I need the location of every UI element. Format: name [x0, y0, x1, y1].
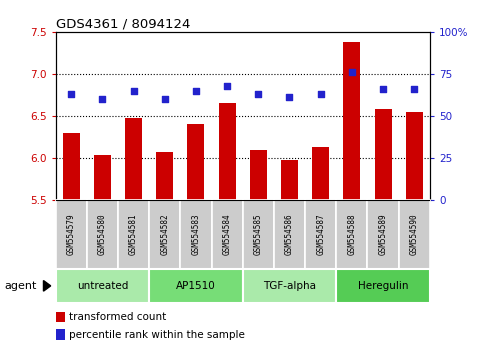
Bar — [398, 200, 430, 269]
Text: GSM554581: GSM554581 — [129, 214, 138, 255]
Bar — [56, 312, 65, 322]
Bar — [274, 200, 305, 269]
Bar — [187, 124, 204, 200]
Bar — [149, 200, 180, 269]
Text: GSM554586: GSM554586 — [285, 214, 294, 255]
Text: GSM554590: GSM554590 — [410, 214, 419, 255]
Point — [411, 86, 418, 92]
Text: GSM554583: GSM554583 — [191, 214, 200, 255]
Text: transformed count: transformed count — [69, 312, 166, 322]
Text: GSM554589: GSM554589 — [379, 214, 387, 255]
Bar — [336, 200, 368, 269]
Text: GDS4361 / 8094124: GDS4361 / 8094124 — [56, 18, 190, 31]
Text: GSM554580: GSM554580 — [98, 214, 107, 255]
Bar — [374, 109, 392, 200]
Bar — [406, 112, 423, 200]
Bar — [56, 200, 87, 269]
Point — [223, 83, 231, 88]
Bar — [281, 160, 298, 200]
Bar — [63, 133, 80, 200]
Point — [285, 95, 293, 100]
Bar — [242, 200, 274, 269]
Point — [99, 96, 106, 102]
Text: untreated: untreated — [77, 281, 128, 291]
Bar — [343, 42, 360, 200]
Text: GSM554579: GSM554579 — [67, 214, 76, 255]
Bar — [156, 152, 173, 200]
Bar — [218, 103, 236, 200]
Text: Heregulin: Heregulin — [358, 281, 408, 291]
Text: agent: agent — [5, 281, 37, 291]
Bar — [56, 329, 65, 340]
Point — [67, 91, 75, 97]
Bar — [180, 200, 212, 269]
Bar — [149, 269, 242, 303]
Bar — [336, 269, 430, 303]
Point — [379, 86, 387, 92]
Text: GSM554585: GSM554585 — [254, 214, 263, 255]
Text: GSM554588: GSM554588 — [347, 214, 356, 255]
Point — [129, 88, 137, 93]
Text: AP1510: AP1510 — [176, 281, 216, 291]
Text: GSM554584: GSM554584 — [223, 214, 232, 255]
Bar — [242, 269, 336, 303]
Bar — [250, 150, 267, 200]
Text: TGF-alpha: TGF-alpha — [263, 281, 316, 291]
Bar — [94, 155, 111, 200]
Bar — [305, 200, 336, 269]
Point — [317, 91, 325, 97]
Bar — [118, 200, 149, 269]
Point — [348, 69, 356, 75]
Bar — [87, 200, 118, 269]
Text: GSM554587: GSM554587 — [316, 214, 325, 255]
Text: percentile rank within the sample: percentile rank within the sample — [69, 330, 244, 339]
Bar — [312, 147, 329, 200]
Text: GSM554582: GSM554582 — [160, 214, 169, 255]
Point — [192, 88, 200, 93]
Bar — [368, 200, 398, 269]
Point — [255, 91, 262, 97]
Point — [161, 96, 169, 102]
Bar — [125, 119, 142, 200]
Bar — [56, 269, 149, 303]
Bar — [212, 200, 242, 269]
